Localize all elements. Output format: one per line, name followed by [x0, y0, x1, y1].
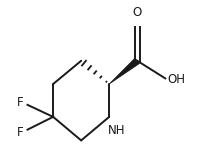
Text: F: F — [17, 126, 24, 139]
Polygon shape — [109, 58, 140, 84]
Text: O: O — [133, 6, 142, 19]
Text: NH: NH — [108, 124, 125, 137]
Text: F: F — [17, 96, 24, 109]
Text: OH: OH — [167, 73, 185, 86]
